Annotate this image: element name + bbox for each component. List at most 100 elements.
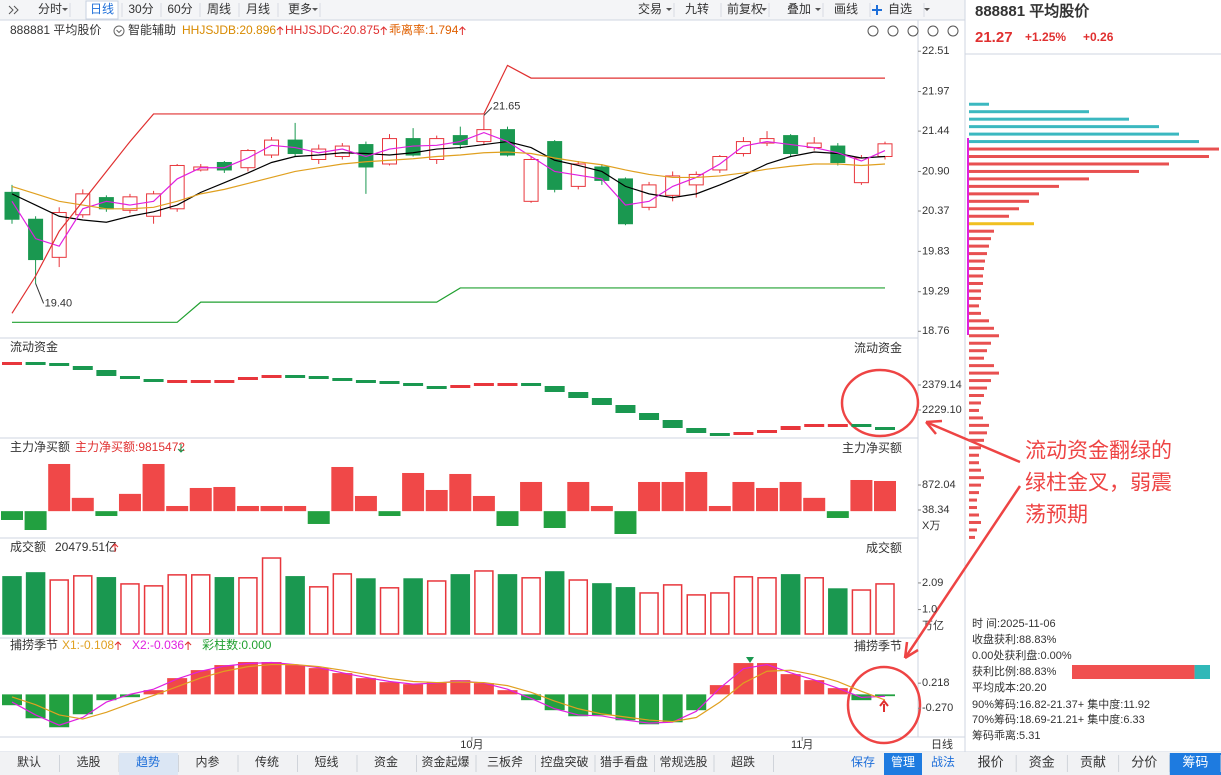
tool-button[interactable]: 前复权 <box>727 1 763 16</box>
period-button[interactable]: 分时 <box>38 2 62 16</box>
bottom-tab[interactable]: 内参 <box>195 754 219 769</box>
candle-body <box>547 141 563 190</box>
panel-icons[interactable] <box>867 25 959 37</box>
flow-bar <box>473 383 494 386</box>
net-buy-bar <box>307 511 330 524</box>
net-buy-bar <box>449 473 472 512</box>
expand-icon[interactable] <box>8 5 19 15</box>
tool-button[interactable]: 九转 <box>685 1 709 16</box>
right-tab[interactable]: 资金 <box>1029 754 1055 769</box>
period-button[interactable]: 月线 <box>246 2 270 16</box>
chip-bar <box>969 520 981 524</box>
season-bar <box>261 662 282 695</box>
season-bar <box>450 680 471 695</box>
period-button[interactable]: 日线 <box>90 2 114 16</box>
candle-body <box>264 139 280 156</box>
dropdown-icon <box>62 8 68 11</box>
flow-bar <box>615 405 636 413</box>
flow-bar <box>143 379 164 382</box>
assist-icon[interactable] <box>113 25 125 37</box>
low-label: 19.40 <box>45 297 73 309</box>
tool-button[interactable]: 自选 <box>888 2 912 16</box>
net-buy-bar <box>189 487 212 512</box>
bottom-action[interactable]: 保存 <box>851 755 875 769</box>
bottom-tab[interactable]: 默认 <box>17 754 41 769</box>
bottom-tab[interactable]: 猎手看盘 <box>600 754 648 769</box>
bottom-tab[interactable]: 控盘突破 <box>540 754 588 769</box>
period-button[interactable]: 周线 <box>207 2 231 16</box>
flow-bar <box>497 383 518 386</box>
flow-bar <box>355 380 376 383</box>
down-arrow <box>177 444 185 453</box>
bottom-tab[interactable]: 资金 <box>374 754 398 769</box>
bottom-tab[interactable]: 资金起爆 <box>421 754 469 769</box>
period-button[interactable]: 30分 <box>128 2 153 16</box>
chip-bar <box>969 296 981 300</box>
flow-bar <box>827 424 848 427</box>
annotation-text: 绿柱金叉，弱震 <box>1025 472 1172 495</box>
net-buy-bar <box>425 489 448 512</box>
period-button[interactable]: 60分 <box>167 2 192 16</box>
volume-bar <box>2 576 22 635</box>
net-buy-readout: 主力净买额:9815472 <box>75 440 185 454</box>
panel-title-right: 成交额 <box>866 540 902 555</box>
right-tab[interactable]: 筹码 <box>1182 754 1208 769</box>
bottom-tab[interactable]: 超跌 <box>731 754 755 769</box>
candle-body <box>759 138 775 144</box>
flow-bar <box>686 428 707 433</box>
toolbar <box>0 0 965 20</box>
season-bar <box>285 665 306 695</box>
bottom-tab[interactable]: 趋势 <box>136 755 160 769</box>
right-tab[interactable]: 贡献 <box>1080 754 1106 769</box>
indicator-readout: HHJSJDC:20.875 <box>285 23 380 37</box>
tool-button[interactable]: 画线 <box>834 2 858 16</box>
net-buy-bar <box>95 511 118 517</box>
flow-bar <box>72 366 93 370</box>
period-label: 日线 <box>931 737 953 751</box>
season-bar <box>709 685 730 695</box>
chip-bar <box>969 311 981 315</box>
bottom-tab[interactable]: 短线 <box>314 755 338 769</box>
volume-bar <box>733 576 754 635</box>
chip-bar <box>969 334 999 338</box>
flow-bar <box>521 383 542 386</box>
net-buy-bar <box>779 481 802 512</box>
bottom-tab[interactable]: 选股 <box>76 755 100 769</box>
indicator-readout: 乖离率:1.794 <box>389 22 459 37</box>
season-bar <box>473 683 494 695</box>
bottom-tab[interactable]: 常规选股 <box>659 754 707 769</box>
volume-bar <box>403 578 423 635</box>
chip-bar <box>969 356 984 360</box>
assist-label[interactable]: 智能辅助 <box>128 22 176 37</box>
panel-title-right: 捕捞季节 <box>854 638 902 653</box>
bottom-tab[interactable]: 三板斧 <box>487 755 523 769</box>
x-tick-label: 10月 <box>460 739 483 751</box>
dropdown-icon <box>815 8 821 11</box>
season-bar <box>662 694 683 723</box>
chip-date: 时 间:2025-11-06 <box>972 617 1056 630</box>
right-tab[interactable]: 报价 <box>978 754 1004 769</box>
season-bar <box>2 694 22 706</box>
bottom-action[interactable]: 战法 <box>931 755 955 769</box>
season-bar <box>96 694 117 701</box>
quote-name: 888881 平均股价 <box>975 2 1090 20</box>
chip-bar <box>969 162 1169 166</box>
annotation-text: 荡预期 <box>1025 504 1088 527</box>
right-tab[interactable]: 分价 <box>1131 754 1157 769</box>
bottom-tab[interactable]: 传统 <box>255 754 279 769</box>
tool-button[interactable]: 交易 <box>638 1 662 16</box>
flow-bar <box>757 430 778 433</box>
bottom-action[interactable]: 管理 <box>891 754 915 769</box>
y-tick-label: 2.09 <box>922 577 943 589</box>
flow-bar <box>308 376 329 379</box>
panel-title: 捕捞季节 <box>10 637 58 652</box>
period-button[interactable]: 更多 <box>288 2 312 16</box>
tool-button[interactable]: 叠加 <box>787 2 811 16</box>
season-readout: X1:-0.108 <box>62 638 114 652</box>
chip-bar <box>969 364 994 368</box>
panel-title: 流动资金 <box>10 339 58 354</box>
y-tick-label: 19.83 <box>922 245 950 257</box>
net-buy-bar <box>496 511 519 526</box>
chip-bar <box>969 371 999 375</box>
